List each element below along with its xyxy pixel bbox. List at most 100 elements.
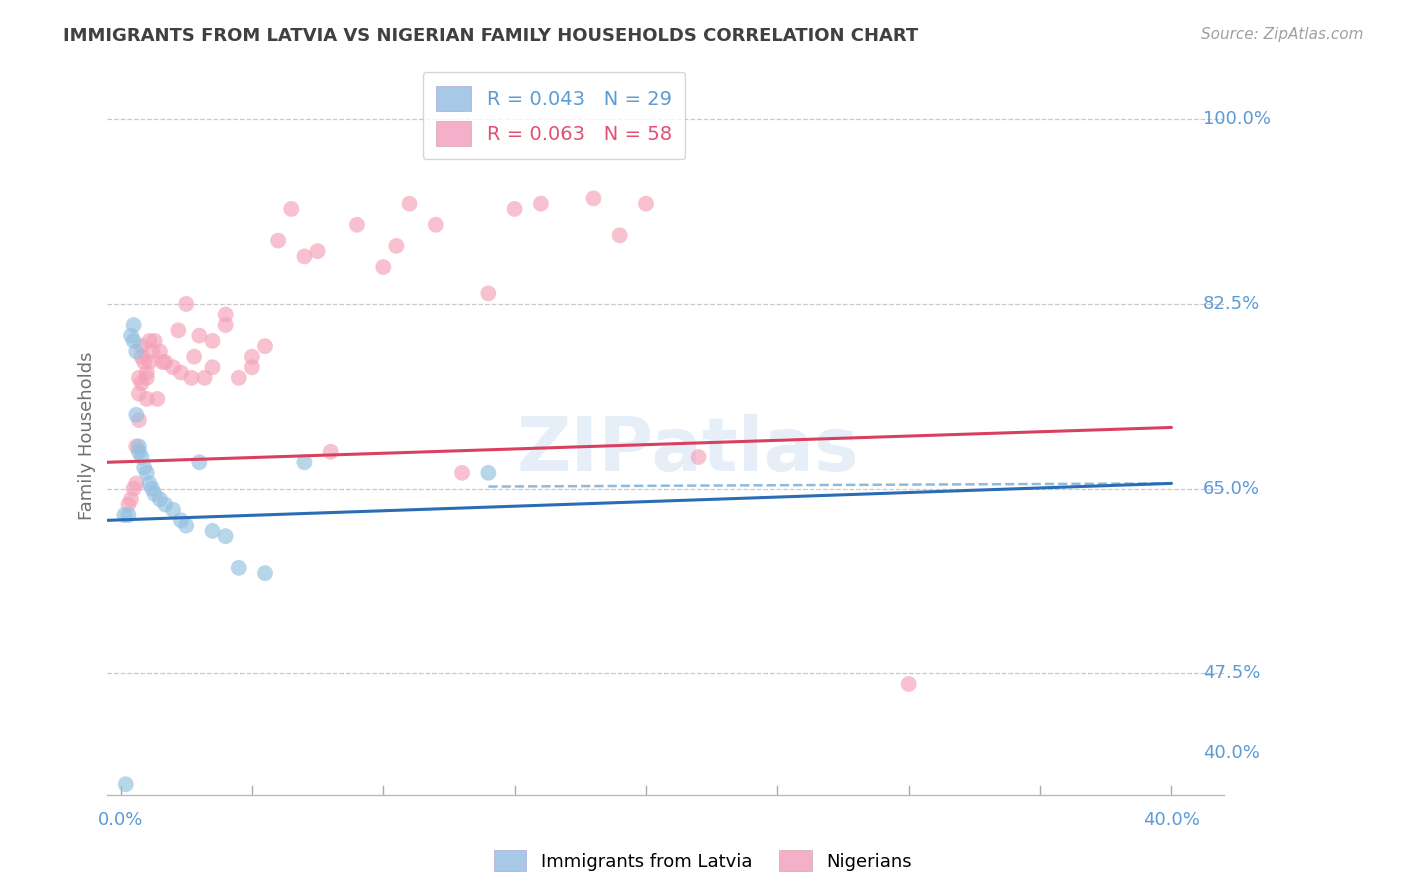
Point — [128, 386, 150, 401]
Point — [149, 492, 172, 507]
Point — [503, 202, 526, 216]
Legend: Immigrants from Latvia, Nigerians: Immigrants from Latvia, Nigerians — [486, 843, 920, 879]
Point — [214, 529, 236, 543]
Text: 40.0%: 40.0% — [1204, 744, 1260, 762]
Point — [125, 440, 148, 454]
Point — [114, 777, 136, 791]
Point — [167, 323, 190, 337]
Point — [183, 350, 205, 364]
Point — [307, 244, 329, 259]
Text: 40.0%: 40.0% — [1143, 811, 1199, 829]
Point — [125, 476, 148, 491]
Point — [398, 196, 420, 211]
Text: Source: ZipAtlas.com: Source: ZipAtlas.com — [1201, 27, 1364, 42]
Point — [162, 503, 184, 517]
Point — [477, 286, 499, 301]
Point — [143, 487, 166, 501]
Point — [152, 355, 174, 369]
Point — [214, 318, 236, 332]
Point — [188, 328, 211, 343]
Point — [180, 371, 202, 385]
Point — [346, 218, 368, 232]
Point — [141, 344, 163, 359]
Point — [143, 334, 166, 348]
Point — [201, 524, 224, 538]
Point — [451, 466, 474, 480]
Point — [385, 239, 408, 253]
Point — [214, 308, 236, 322]
Point — [117, 508, 139, 522]
Point — [125, 408, 148, 422]
Point — [117, 498, 139, 512]
Point — [201, 334, 224, 348]
Point — [530, 196, 553, 211]
Point — [188, 455, 211, 469]
Point — [897, 677, 920, 691]
Point — [128, 413, 150, 427]
Point — [135, 392, 157, 406]
Point — [135, 371, 157, 385]
Point — [128, 371, 150, 385]
Point — [122, 482, 145, 496]
Point — [146, 392, 169, 406]
Point — [228, 371, 250, 385]
Point — [174, 297, 197, 311]
Point — [131, 350, 153, 364]
Point — [153, 498, 176, 512]
Point — [128, 440, 150, 454]
Point — [267, 234, 290, 248]
Point — [114, 814, 136, 829]
Point — [125, 344, 148, 359]
Point — [477, 466, 499, 480]
Point — [134, 355, 156, 369]
Point — [228, 561, 250, 575]
Point — [135, 366, 157, 380]
Point — [138, 355, 160, 369]
Point — [280, 202, 302, 216]
Point — [240, 360, 263, 375]
Point — [425, 218, 447, 232]
Point — [170, 366, 193, 380]
Text: IMMIGRANTS FROM LATVIA VS NIGERIAN FAMILY HOUSEHOLDS CORRELATION CHART: IMMIGRANTS FROM LATVIA VS NIGERIAN FAMIL… — [63, 27, 918, 45]
Point — [122, 318, 145, 332]
Point — [174, 518, 197, 533]
Point — [141, 482, 163, 496]
Point — [240, 350, 263, 364]
Text: 0.0%: 0.0% — [98, 811, 143, 829]
Point — [138, 334, 160, 348]
Point — [688, 450, 710, 464]
Point — [373, 260, 395, 274]
Point — [294, 249, 316, 263]
Point — [120, 492, 142, 507]
Point — [582, 191, 605, 205]
Text: 65.0%: 65.0% — [1204, 480, 1260, 498]
Point — [135, 466, 157, 480]
Point — [253, 339, 276, 353]
Point — [319, 444, 342, 458]
Point — [131, 450, 153, 464]
Point — [634, 196, 657, 211]
Text: ZIPatlas: ZIPatlas — [517, 414, 859, 487]
Point — [149, 344, 172, 359]
Point — [153, 355, 176, 369]
Point — [170, 513, 193, 527]
Text: 100.0%: 100.0% — [1204, 111, 1271, 128]
Point — [128, 444, 150, 458]
Point — [131, 339, 153, 353]
Point — [162, 360, 184, 375]
Point — [122, 334, 145, 348]
Text: 47.5%: 47.5% — [1204, 665, 1260, 682]
Point — [120, 328, 142, 343]
Point — [114, 508, 136, 522]
Text: 82.5%: 82.5% — [1204, 295, 1260, 313]
Point — [201, 360, 224, 375]
Point — [131, 376, 153, 390]
Y-axis label: Family Households: Family Households — [79, 351, 96, 520]
Point — [134, 460, 156, 475]
Legend: R = 0.043   N = 29, R = 0.063   N = 58: R = 0.043 N = 29, R = 0.063 N = 58 — [423, 72, 686, 160]
Point — [138, 476, 160, 491]
Point — [294, 455, 316, 469]
Point — [194, 371, 217, 385]
Point — [609, 228, 631, 243]
Point — [253, 566, 276, 581]
